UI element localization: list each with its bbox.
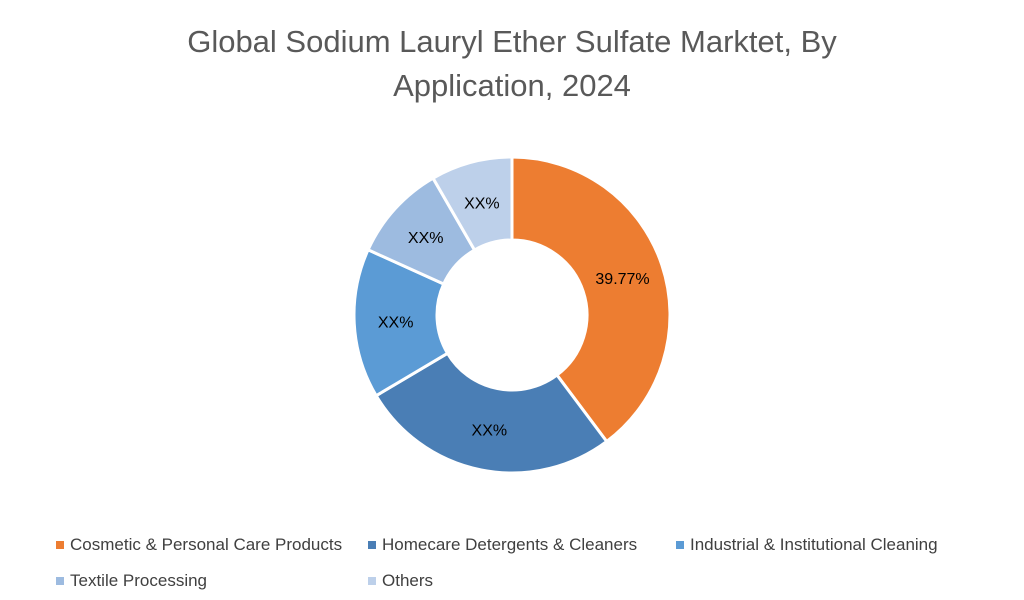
chart-title: Global Sodium Lauryl Ether Sulfate Markt… [0, 20, 1024, 108]
title-line-1: Global Sodium Lauryl Ether Sulfate Markt… [187, 24, 837, 59]
legend-swatch [56, 541, 64, 549]
legend-item-others: Others [368, 571, 433, 591]
data-label: XX% [408, 230, 444, 247]
data-label: XX% [378, 314, 414, 331]
legend-item-homecare: Homecare Detergents & Cleaners [368, 535, 637, 555]
donut-slice [352, 247, 450, 398]
donut-slice [430, 155, 514, 253]
legend-swatch [368, 541, 376, 549]
legend-item-industrial: Industrial & Institutional Cleaning [676, 535, 938, 555]
data-label: 39.77% [595, 271, 649, 288]
legend-label: Cosmetic & Personal Care Products [70, 535, 343, 554]
legend-swatch [56, 577, 64, 585]
legend-label: Industrial & Institutional Cleaning [690, 535, 938, 554]
legend-item-textile: Textile Processing [56, 571, 207, 591]
legend-item-cosmetic: Cosmetic & Personal Care Products [56, 535, 342, 555]
legend-label: Others [382, 571, 434, 590]
data-label: XX% [472, 422, 508, 439]
legend-swatch [368, 577, 376, 585]
title-line-2: Application, 2024 [393, 68, 631, 103]
data-label: XX% [464, 195, 500, 212]
legend-label: Textile Processing [70, 571, 208, 590]
legend-swatch [676, 541, 684, 549]
legend-label: Homecare Detergents & Cleaners [382, 535, 638, 554]
donut-slice [510, 155, 672, 444]
donut-slice [374, 351, 609, 475]
